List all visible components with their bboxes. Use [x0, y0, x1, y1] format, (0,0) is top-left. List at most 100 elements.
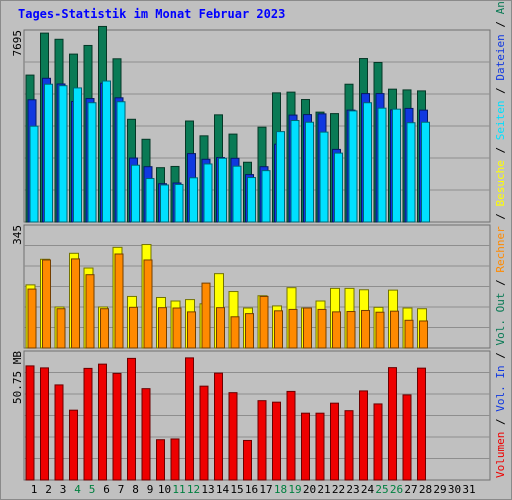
- bar-volumen-day-16: [243, 439, 252, 481]
- bar-rechner-day-17: [259, 295, 269, 349]
- bar-seiten-day-7: [116, 101, 126, 223]
- bar-seiten-day-6: [102, 80, 111, 223]
- bar-seiten-day-22: [334, 152, 343, 223]
- legend-separator: /: [494, 412, 507, 432]
- bar-rechner-day-4: [71, 258, 80, 349]
- legend-volumen: Volumen: [494, 432, 507, 478]
- bar-seiten-day-21: [319, 131, 329, 223]
- x-tick-day-29: 29: [433, 483, 446, 496]
- requests-ymax-label: 7695: [11, 30, 24, 57]
- x-tick-day-15: 15: [230, 483, 243, 496]
- bar-volumen-day-24: [359, 390, 368, 481]
- bar-volumen-day-17: [257, 400, 267, 481]
- bar-volumen-day-1: [25, 365, 35, 481]
- x-tick-day-4: 4: [74, 483, 81, 496]
- x-tick-day-17: 17: [259, 483, 272, 496]
- x-tick-day-11: 11: [172, 483, 185, 496]
- x-tick-day-7: 7: [118, 483, 125, 496]
- bar-volumen-day-5: [83, 367, 93, 481]
- bar-volumen-day-6: [98, 363, 107, 481]
- legend-separator: /: [494, 273, 507, 293]
- bar-rechner-day-21: [317, 308, 327, 349]
- x-tick-day-9: 9: [147, 483, 154, 496]
- bar-seiten-day-3: [58, 85, 68, 223]
- bar-seiten-day-2: [44, 83, 53, 223]
- volume-ymax-label: 50.75 MB: [11, 351, 24, 404]
- bar-rechner-day-26: [390, 310, 399, 349]
- bar-seiten-day-25: [377, 107, 387, 223]
- bar-rechner-day-24: [361, 309, 370, 349]
- bar-seiten-day-11: [174, 183, 184, 223]
- legend-separator: /: [494, 346, 507, 366]
- bar-rechner-day-13: [201, 282, 211, 349]
- x-tick-day-25: 25: [375, 483, 388, 496]
- bar-rechner-day-8: [129, 306, 138, 349]
- bar-volumen-day-21: [315, 412, 325, 481]
- x-tick-day-1: 1: [31, 483, 38, 496]
- bar-volumen-day-13: [199, 385, 209, 481]
- legend-rechner: Rechner: [494, 226, 507, 273]
- x-tick-day-18: 18: [274, 483, 287, 496]
- bar-rechner-day-20: [303, 307, 312, 349]
- bar-seiten-day-10: [160, 184, 169, 223]
- bar-rechner-day-16: [245, 313, 254, 349]
- bar-seiten-day-14: [218, 157, 227, 223]
- bar-volumen-day-7: [112, 372, 122, 481]
- bar-volumen-day-25: [373, 403, 383, 481]
- bar-volumen-day-20: [301, 412, 310, 481]
- bar-rechner-day-15: [230, 316, 240, 349]
- legend-separator: /: [494, 81, 507, 101]
- bar-seiten-day-4: [73, 87, 82, 223]
- x-tick-day-5: 5: [89, 483, 96, 496]
- legend-vol-in: Vol. In: [494, 365, 507, 411]
- legend-separator: /: [494, 14, 507, 34]
- bar-seiten-day-1: [29, 125, 39, 223]
- bar-seiten-day-26: [392, 108, 401, 223]
- bar-seiten-day-16: [247, 177, 256, 223]
- x-tick-day-10: 10: [158, 483, 171, 496]
- x-tick-day-21: 21: [317, 483, 330, 496]
- bar-volumen-day-9: [141, 388, 151, 481]
- bar-volumen-day-2: [40, 367, 49, 481]
- bar-rechner-day-6: [100, 308, 109, 349]
- x-tick-day-14: 14: [216, 483, 230, 496]
- bar-seiten-day-24: [363, 102, 372, 223]
- chart-title: Tages-Statistik im Monat Februar 2023: [18, 7, 286, 21]
- bar-rechner-day-11: [172, 307, 182, 349]
- bar-rechner-day-7: [114, 253, 124, 349]
- bar-seiten-day-13: [203, 163, 213, 223]
- bar-rechner-day-1: [27, 288, 37, 349]
- bar-rechner-day-14: [216, 307, 225, 349]
- bar-volumen-day-15: [228, 392, 238, 481]
- bar-volumen-day-8: [127, 357, 136, 481]
- volume-panel: [23, 350, 491, 481]
- bar-rechner-day-5: [85, 274, 95, 349]
- bar-volumen-day-28: [417, 367, 426, 481]
- bar-volumen-day-19: [286, 390, 296, 481]
- bar-rechner-day-25: [375, 311, 385, 349]
- legend-dateien: Dateien: [494, 34, 507, 80]
- x-tick-day-28: 28: [419, 483, 432, 496]
- bar-rechner-day-9: [143, 259, 153, 349]
- bar-volumen-day-26: [388, 367, 397, 481]
- bar-volumen-day-22: [330, 402, 339, 481]
- series-volumen: [25, 357, 426, 481]
- bar-rechner-day-19: [288, 308, 298, 349]
- x-tick-day-30: 30: [448, 483, 461, 496]
- x-tick-day-2: 2: [45, 483, 52, 496]
- x-tick-day-6: 6: [103, 483, 110, 496]
- requests-panel: [23, 25, 491, 223]
- legend-separator: /: [494, 206, 507, 226]
- legend-vol-out: Vol. Out: [494, 293, 507, 346]
- bar-seiten-day-5: [87, 102, 97, 223]
- bar-volumen-day-10: [156, 439, 165, 481]
- x-tick-day-13: 13: [201, 483, 214, 496]
- x-tick-day-16: 16: [245, 483, 258, 496]
- bar-seiten-day-17: [261, 170, 271, 223]
- legend-seiten: Seiten: [494, 100, 507, 140]
- x-tick-day-20: 20: [303, 483, 316, 496]
- visits-panel: [23, 224, 491, 349]
- legend-text: Volumen / Vol. In / Vol. Out / Rechner /…: [494, 0, 507, 478]
- bar-volumen-day-27: [402, 394, 412, 481]
- x-axis-labels: 1 2 3 4 5 6 7 8 9 10 11 12 13 14 15 16 17 18 19 20 21 22 23 24 2…: [31, 483, 476, 496]
